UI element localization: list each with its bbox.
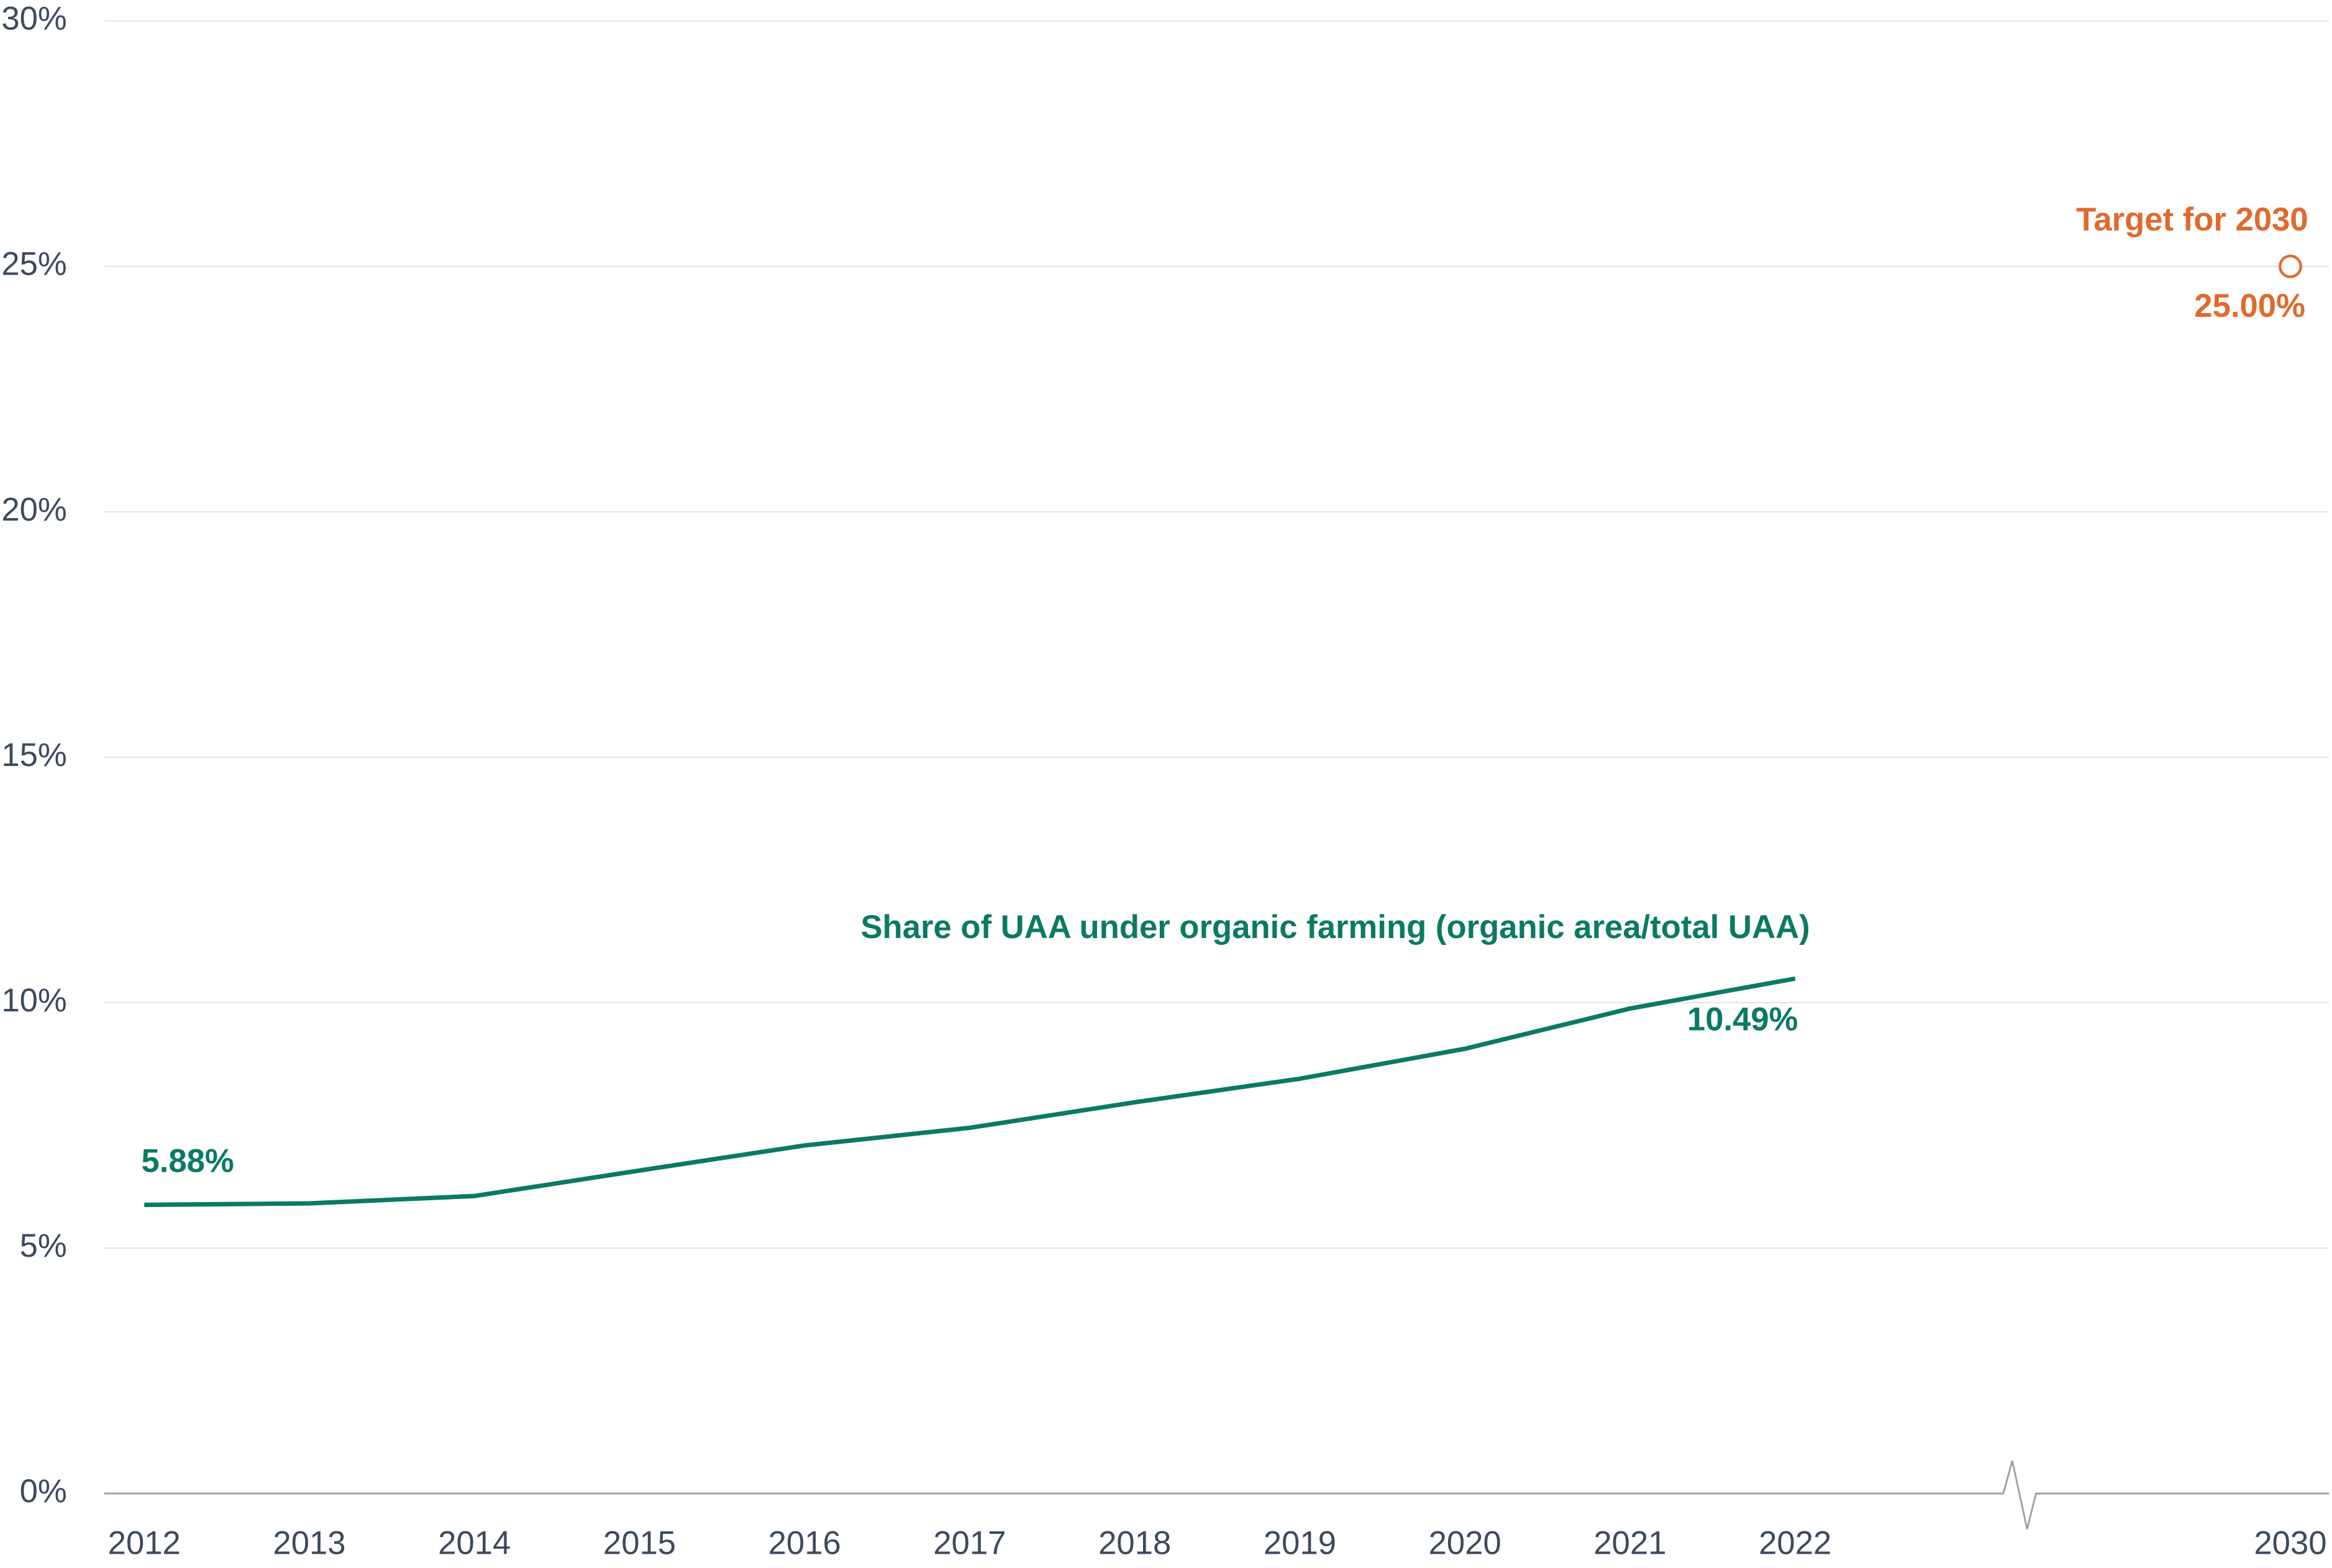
x-tick-label: 2020: [1429, 1525, 1501, 1562]
x-tick-label: 2018: [1098, 1525, 1171, 1562]
x-tick-label: 2022: [1759, 1525, 1831, 1562]
y-tick-label: 10%: [1, 982, 66, 1019]
y-tick-label: 20%: [1, 491, 66, 528]
x-tick-label: 2030: [2254, 1525, 2326, 1562]
x-axis: [104, 1460, 2330, 1529]
series-line: [144, 976, 1796, 1208]
y-tick-label: 5%: [20, 1228, 67, 1264]
x-tick-label: 2014: [438, 1525, 511, 1562]
y-tick-label: 30%: [1, 1, 66, 37]
series-name: Target for 2030: [2076, 201, 2308, 238]
x-tick-label: 2013: [273, 1525, 345, 1562]
x-tick-label: 2019: [1264, 1525, 1336, 1562]
y-tick-label: 25%: [1, 246, 66, 283]
x-tick-label: 2015: [603, 1525, 676, 1562]
data-label: 5.88%: [141, 1142, 234, 1179]
data-label: 25.00%: [2194, 288, 2305, 324]
series-name: Share of UAA under organic farming (orga…: [860, 909, 1810, 946]
x-tick-label: 2012: [108, 1525, 181, 1562]
y-tick-label: 15%: [1, 737, 66, 773]
data-label: 10.49%: [1687, 1001, 1798, 1038]
x-tick-label: 2021: [1593, 1525, 1666, 1562]
x-tick-label: 2017: [933, 1525, 1006, 1562]
target-point: [2279, 254, 2302, 278]
y-tick-label: 0%: [20, 1473, 67, 1510]
x-tick-label: 2016: [768, 1525, 841, 1562]
